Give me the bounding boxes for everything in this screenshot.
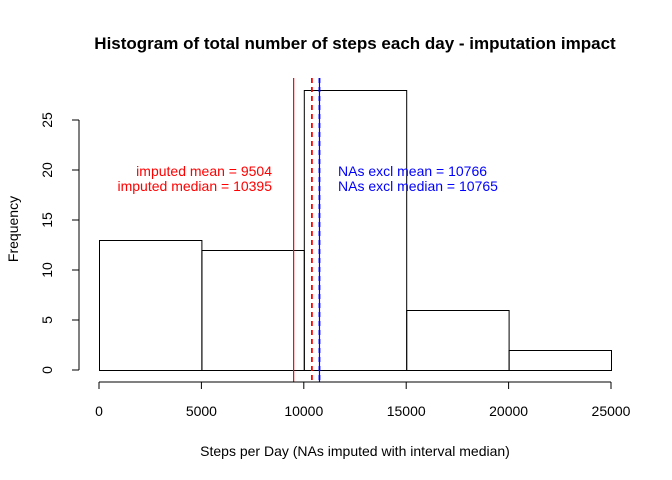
chart-title: Histogram of total number of steps each …	[94, 34, 616, 53]
y-tick-label: 10	[39, 262, 55, 278]
x-tick-label: 5000	[186, 403, 217, 419]
y-tick-label: 25	[39, 112, 55, 128]
annotation-imputed-median: imputed median = 10395	[118, 178, 273, 194]
histogram-bars	[99, 90, 613, 371]
x-tick-label: 20000	[489, 403, 528, 419]
histogram-bar	[99, 240, 203, 371]
y-axis-label: Frequency	[5, 196, 21, 262]
x-axis: 0 5000 10000 15000 20000 25000	[95, 381, 631, 419]
histogram-bar	[303, 90, 408, 371]
annotation-nas-excl-median: NAs excl median = 10765	[338, 178, 498, 194]
x-tick-label: 25000	[592, 403, 631, 419]
x-axis-label: Steps per Day (NAs imputed with interval…	[200, 443, 510, 459]
histogram-bar	[508, 350, 613, 371]
histogram-bar	[201, 250, 305, 371]
y-tick-label: 20	[39, 162, 55, 178]
histogram-bar	[406, 310, 510, 371]
y-tick-label: 15	[39, 212, 55, 228]
annotations: imputed mean = 9504 imputed median = 103…	[118, 163, 499, 194]
y-axis: 0 5 10 15 20 25	[39, 112, 80, 374]
x-tick-label: 10000	[284, 403, 323, 419]
y-tick-label: 5	[39, 316, 55, 324]
annotation-imputed-mean: imputed mean = 9504	[136, 163, 272, 179]
x-tick-label: 0	[95, 403, 103, 419]
x-tick-label: 15000	[387, 403, 426, 419]
annotation-nas-excl-mean: NAs excl mean = 10766	[338, 163, 487, 179]
reference-lines	[293, 78, 321, 382]
y-tick-label: 0	[39, 366, 55, 374]
